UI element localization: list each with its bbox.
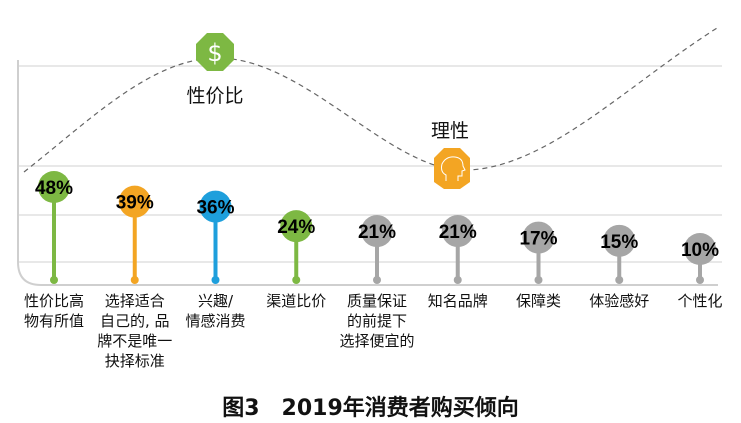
lollipop-base-dot [453, 276, 462, 284]
category-label: 知名品牌 [427, 292, 488, 310]
lollipop-8: 15% [600, 224, 638, 284]
lollipop-head [522, 221, 555, 254]
lollipop-head [361, 215, 393, 248]
data-label: 10% [681, 240, 719, 261]
category-label: 渠道比价 [266, 292, 327, 310]
lollipop-4: 24% [277, 210, 315, 284]
lollipop-base-dot [292, 276, 301, 284]
axis-frame [17, 60, 718, 286]
lollipop-base-dot [373, 276, 381, 284]
annotation-rational: 理性 [431, 120, 469, 142]
data-label: 48% [35, 178, 73, 199]
lollipop-head [199, 190, 232, 223]
lollipop-base-dot [50, 276, 58, 284]
lollipop-5: 21% [358, 215, 396, 284]
lollipop-head [118, 185, 151, 218]
category-label: 保障类 [515, 292, 561, 310]
lollipop-9: 10% [681, 233, 719, 284]
dollar-badge: $ [196, 33, 234, 71]
category-label: 性价比高 物有所值 [23, 292, 84, 330]
lollipop-3: 36% [196, 190, 235, 284]
head-icon [434, 148, 470, 189]
lollipop-head [280, 210, 313, 243]
dollar-icon [196, 33, 234, 71]
category-label: 选择适合 自己的, 品 牌不是唯一 抉择标准 [97, 292, 173, 370]
lollipop-7: 17% [519, 221, 558, 284]
lollipop-1: 48% [35, 171, 73, 284]
lollipop-head [684, 233, 716, 265]
lollipop-head [441, 215, 474, 248]
lollipop-head [38, 171, 70, 203]
data-label: 39% [116, 193, 154, 214]
head-badge [434, 148, 470, 189]
category-label: 体验感好 [589, 292, 650, 310]
lollipop-base-dot [534, 276, 543, 284]
data-label: 21% [358, 222, 396, 243]
annotation-price-value: 性价比 [186, 85, 243, 107]
lollipop-head [603, 224, 636, 257]
figure-caption: 图3 2019年消费者购买倾向 [222, 396, 519, 421]
lollipop-6: 21% [439, 215, 477, 284]
data-label: 24% [277, 217, 315, 238]
data-label: 15% [600, 232, 638, 253]
svg-text:$: $ [207, 39, 222, 67]
category-label: 兴趣/ 情感消费 [185, 292, 246, 330]
trend-curve [23, 27, 718, 173]
lollipop-base-dot [211, 276, 220, 284]
lollipop-base-dot [130, 276, 139, 284]
data-label: 21% [439, 222, 477, 243]
category-label: 个性化 [677, 292, 723, 310]
data-label: 36% [196, 198, 234, 219]
lollipop-base-dot [615, 276, 624, 284]
lollipop-2: 39% [116, 185, 154, 284]
data-label: 17% [519, 229, 557, 250]
lollipop-base-dot [696, 276, 704, 284]
category-label: 质量保证 的前提下 选择便宜的 [339, 292, 415, 350]
